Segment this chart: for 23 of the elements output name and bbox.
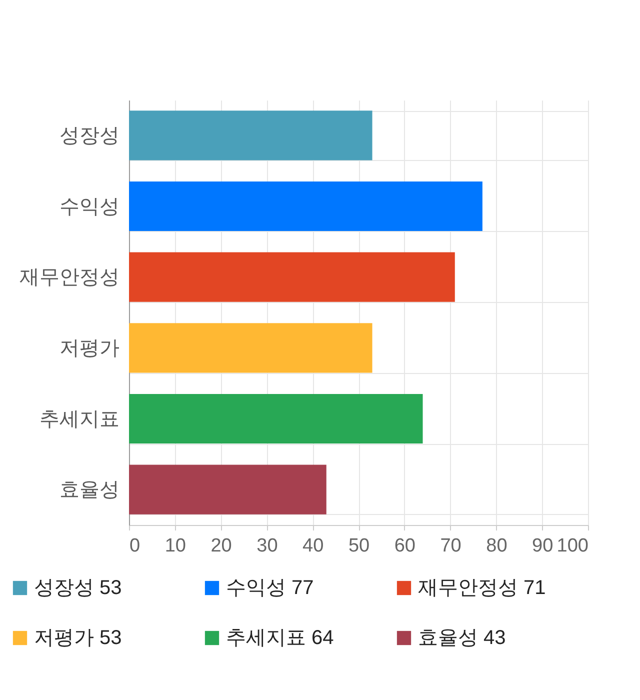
y-tick-label: 재무안정성 xyxy=(20,266,120,289)
legend-label: 수익성 77 xyxy=(226,577,314,599)
x-tick-label: 50 xyxy=(348,536,370,556)
x-tick-label: 80 xyxy=(486,536,508,556)
x-tick-label: 70 xyxy=(440,536,462,556)
x-tick-label: 90 xyxy=(532,536,554,556)
x-tick-label: 40 xyxy=(302,536,324,556)
y-tick-label: 성장성 xyxy=(60,124,120,147)
x-tick-label: 100 xyxy=(556,536,588,556)
legend-label: 재무안정성 71 xyxy=(418,577,546,599)
y-tick-label: 효율성 xyxy=(60,479,120,502)
y-tick-label: 수익성 xyxy=(60,196,120,218)
x-tick-label: 30 xyxy=(256,536,278,556)
y-tick-label: 추세지표 xyxy=(40,408,120,430)
legend-label: 추세지표 64 xyxy=(226,627,334,649)
x-tick-label: 10 xyxy=(164,536,186,556)
x-tick-label: 0 xyxy=(130,536,140,556)
legend-label: 저평가 53 xyxy=(34,627,122,649)
y-tick-label: 저평가 xyxy=(60,337,120,360)
legend-label: 효율성 43 xyxy=(418,627,506,649)
legend-label: 성장성 53 xyxy=(34,577,122,599)
x-tick-label: 60 xyxy=(394,536,416,556)
x-tick-label: 20 xyxy=(210,536,232,556)
